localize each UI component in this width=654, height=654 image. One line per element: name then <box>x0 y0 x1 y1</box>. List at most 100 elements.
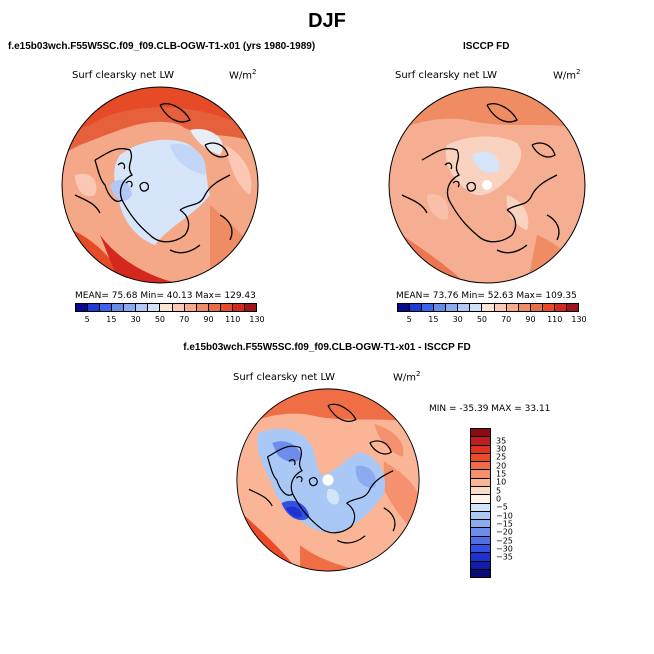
colorbar-swatch <box>232 304 245 311</box>
colorbar-tick-label: 25 <box>496 452 507 462</box>
colorbar-swatch <box>470 304 483 311</box>
colorbar-swatch <box>136 304 149 311</box>
colorbar-tick-label: 5 <box>496 486 502 495</box>
model-colorbar-ticks: 5 15 30 50 70 90 110 130 <box>75 315 265 325</box>
diff-colorbar-ticks: 35 30 25 20 15 10 5 0 −5 −10 −15 −20 −25 −30 −35 <box>496 428 526 578</box>
diff-polar-map <box>236 388 420 572</box>
colorbar-swatch <box>471 528 490 537</box>
colorbar-tick-label: 30 <box>130 315 141 324</box>
colorbar-swatch <box>422 304 435 311</box>
colorbar-tick-label: 15 <box>496 469 507 479</box>
colorbar-swatch <box>88 304 101 311</box>
colorbar-swatch <box>554 304 567 311</box>
colorbar-swatch <box>482 304 495 311</box>
colorbar-swatch <box>530 304 543 311</box>
colorbar-tick-label: 5 <box>84 315 90 324</box>
colorbar-swatch <box>494 304 507 311</box>
colorbar-swatch <box>471 486 490 496</box>
obs-colorbar-ticks: 5 15 30 50 70 90 110 130 <box>397 315 587 325</box>
model-colorbar <box>75 303 257 312</box>
colorbar-tick-label: 110 <box>225 315 241 324</box>
colorbar-swatch <box>506 304 519 311</box>
colorbar-swatch <box>172 304 185 311</box>
diff-stats: MIN = -35.39 MAX = 33.11 <box>429 404 551 414</box>
colorbar-tick-label: −5 <box>496 502 508 512</box>
colorbar-swatch <box>148 304 161 311</box>
model-units-label: W/m2 <box>229 68 257 82</box>
colorbar-swatch <box>208 304 221 311</box>
colorbar-swatch <box>471 429 490 438</box>
colorbar-tick-label: 15 <box>428 315 439 324</box>
colorbar-swatch <box>471 478 490 487</box>
colorbar-tick-label: 30 <box>452 315 463 324</box>
colorbar-swatch <box>471 453 490 463</box>
model-stats: MEAN= 75.68 Min= 40.13 Max= 129.43 <box>75 291 256 301</box>
obs-stats: MEAN= 73.76 Min= 52.63 Max= 109.35 <box>396 291 577 301</box>
colorbar-tick-label: −20 <box>496 527 513 537</box>
colorbar-tick-label: −30 <box>496 544 513 554</box>
colorbar-tick-label: 70 <box>179 315 190 324</box>
obs-variable-label: Surf clearsky net LW <box>395 70 498 81</box>
colorbar-tick-label: 70 <box>501 315 512 324</box>
colorbar-tick-label: 15 <box>106 315 117 324</box>
obs-polar-map <box>388 86 586 284</box>
colorbar-tick-label: 130 <box>249 315 265 324</box>
colorbar-tick-label: 90 <box>203 315 214 324</box>
colorbar-tick-label: 0 <box>496 494 502 504</box>
colorbar-swatch <box>112 304 125 311</box>
diff-units-label: W/m2 <box>393 370 421 384</box>
model-panel-title: f.e15b03wch.F55W5SC.f09_f09.CLB-OGW-T1-x… <box>8 41 316 52</box>
colorbar-swatch <box>471 462 490 471</box>
colorbar-tick-label: −10 <box>496 511 513 520</box>
colorbar-tick-label: −35 <box>496 552 513 562</box>
colorbar-swatch <box>566 304 578 311</box>
colorbar-tick-label: 110 <box>547 315 563 324</box>
colorbar-swatch <box>434 304 447 311</box>
colorbar-swatch <box>471 495 490 504</box>
colorbar-swatch <box>398 304 411 311</box>
figure-title: DJF <box>308 10 346 32</box>
colorbar-swatch <box>100 304 113 311</box>
colorbar-swatch <box>124 304 137 311</box>
colorbar-swatch <box>471 561 490 570</box>
colorbar-swatch <box>410 304 423 311</box>
colorbar-swatch <box>542 304 555 311</box>
colorbar-swatch <box>471 536 490 545</box>
colorbar-swatch <box>518 304 531 311</box>
obs-units-label: W/m2 <box>553 68 581 82</box>
colorbar-swatch <box>160 304 173 311</box>
obs-colorbar <box>397 303 579 312</box>
colorbar-tick-label: 5 <box>406 315 412 324</box>
diff-variable-label: Surf clearsky net LW <box>233 372 336 383</box>
colorbar-swatch <box>446 304 459 311</box>
colorbar-swatch <box>76 304 89 311</box>
colorbar-tick-label: 20 <box>496 461 507 470</box>
colorbar-tick-label: 130 <box>571 315 587 324</box>
model-variable-label: Surf clearsky net LW <box>72 70 175 81</box>
colorbar-tick-label: 35 <box>496 436 507 445</box>
colorbar-tick-label: −25 <box>496 536 513 545</box>
colorbar-swatch <box>471 437 490 446</box>
colorbar-swatch <box>471 511 490 521</box>
colorbar-swatch <box>471 445 490 454</box>
colorbar-tick-label: 50 <box>476 315 488 324</box>
colorbar-swatch <box>220 304 233 311</box>
colorbar-swatch <box>471 544 490 554</box>
colorbar-tick-label: 90 <box>525 315 536 324</box>
colorbar-swatch <box>471 470 490 479</box>
colorbar-swatch <box>471 569 490 578</box>
colorbar-tick-label: 30 <box>496 444 507 454</box>
colorbar-tick-label: 10 <box>496 477 507 487</box>
colorbar-tick-label: 50 <box>154 315 166 324</box>
diff-panel-title: f.e15b03wch.F55W5SC.f09_f09.CLB-OGW-T1-x… <box>183 342 471 353</box>
colorbar-tick-label: −15 <box>496 519 513 529</box>
colorbar-swatch <box>196 304 209 311</box>
colorbar-swatch <box>458 304 471 311</box>
colorbar-swatch <box>184 304 197 311</box>
colorbar-swatch <box>471 503 490 512</box>
obs-panel-title: ISCCP FD <box>463 41 510 52</box>
colorbar-swatch <box>471 553 490 562</box>
diff-colorbar <box>470 428 491 578</box>
colorbar-swatch <box>471 520 490 529</box>
model-polar-map <box>61 86 259 284</box>
